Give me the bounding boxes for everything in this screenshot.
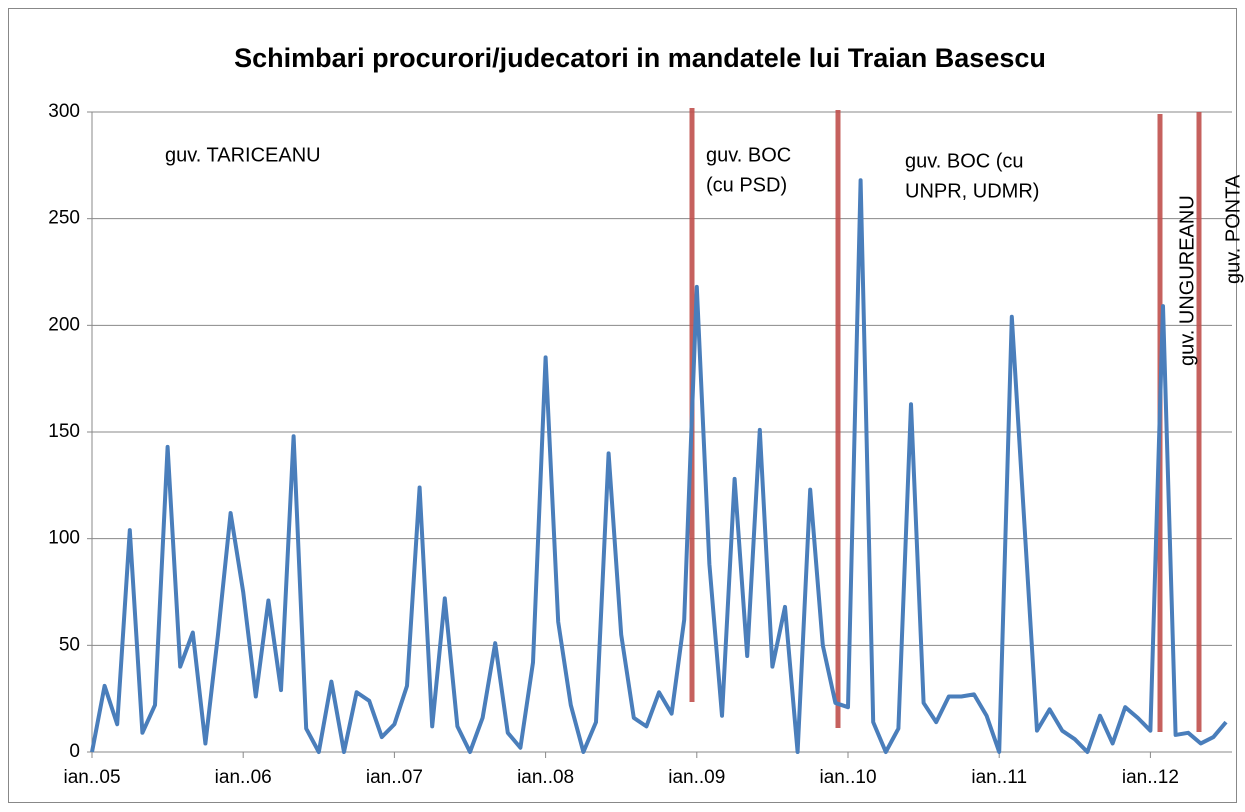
x-tick-label: ian..05	[63, 767, 120, 788]
annotation: guv. PONTA	[1222, 174, 1244, 284]
annotation: guv. BOC (cu	[905, 150, 1024, 172]
x-tick-label: ian..10	[819, 767, 876, 788]
data-line	[90, 178, 1228, 754]
annotation: guv. BOC	[706, 144, 791, 166]
x-tick-label: ian..07	[366, 767, 423, 788]
y-tick-label: 300	[48, 101, 80, 122]
chart-title: Schimbari procurori/judecatori in mandat…	[234, 43, 1046, 73]
x-tick-label: ian..08	[517, 767, 574, 788]
y-tick-label: 250	[48, 208, 80, 229]
x-tick-label: ian..12	[1122, 767, 1179, 788]
y-tick-label: 50	[59, 634, 80, 655]
annotation: guv. UNGUREANU	[1176, 195, 1198, 366]
annotation: guv. TARICEANU	[165, 144, 321, 166]
y-tick-label: 0	[69, 741, 80, 762]
y-tick-label: 200	[48, 314, 80, 335]
chart-frame	[8, 8, 1237, 803]
y-tick-label: 150	[48, 421, 80, 442]
x-tick-label: ian..06	[215, 767, 272, 788]
y-tick-label: 100	[48, 528, 80, 549]
annotation: (cu PSD)	[706, 174, 787, 196]
x-tick-label: ian..09	[668, 767, 725, 788]
x-tick-label: ian..11	[971, 767, 1027, 788]
annotation: UNPR, UDMR)	[905, 180, 1039, 202]
